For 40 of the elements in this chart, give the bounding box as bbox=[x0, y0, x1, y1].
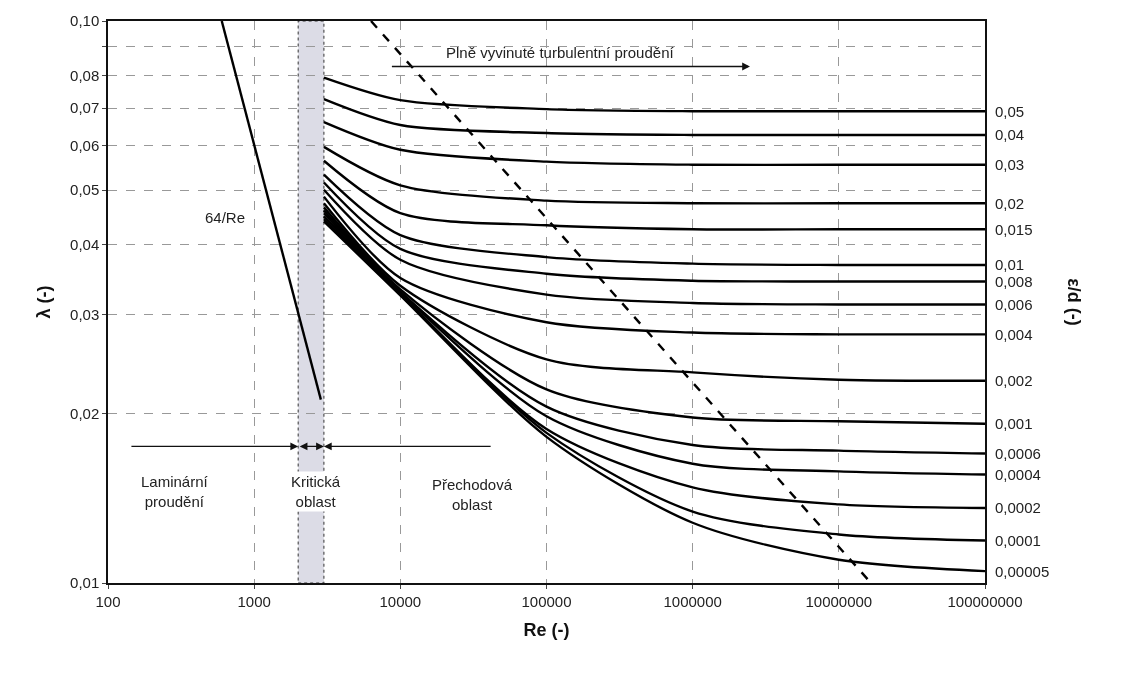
series-label: 0,001 bbox=[995, 415, 1033, 432]
x-axis-title: Re (-) bbox=[523, 620, 570, 641]
series-label: 0,008 bbox=[995, 273, 1033, 290]
x-tick-label: 1000 bbox=[237, 592, 271, 610]
x-tick-label: 100000 bbox=[521, 592, 572, 610]
annotation: Laminární proudění bbox=[141, 473, 209, 510]
series-label: 0,015 bbox=[995, 221, 1033, 238]
series-label: 0,00005 bbox=[995, 563, 1050, 580]
annotation: Kritická oblast bbox=[291, 473, 341, 510]
series-label: 0,002 bbox=[995, 372, 1033, 389]
series-label: 0,0001 bbox=[995, 532, 1041, 549]
series-label: 0,0006 bbox=[995, 445, 1041, 462]
y-tick-label: 0,06 bbox=[70, 136, 100, 154]
x-tick-label: 10000 bbox=[379, 592, 422, 610]
y2-axis-title: ε/d (-) bbox=[1063, 278, 1084, 326]
series-label: 0,0002 bbox=[995, 499, 1041, 516]
x-tick-label: 100 bbox=[95, 592, 121, 610]
x-tick-label: 1000000 bbox=[663, 592, 722, 610]
annotation: 64/Re bbox=[205, 209, 246, 226]
x-tick-label: 10000000 bbox=[805, 592, 873, 610]
series-label: 0,03 bbox=[995, 156, 1025, 173]
y-tick-label: 0,05 bbox=[70, 181, 100, 199]
series-label: 0,05 bbox=[995, 103, 1025, 120]
series-label: 0,04 bbox=[995, 126, 1025, 143]
annotation: Plně vyvinuté turbulentní proudění bbox=[446, 44, 675, 61]
y-tick-label: 0,07 bbox=[70, 99, 100, 117]
series-label: 0,02 bbox=[995, 195, 1025, 212]
y-tick-label: 0,04 bbox=[70, 235, 100, 253]
annotation: Přechodová oblast bbox=[432, 476, 513, 513]
y-tick-label: 0,01 bbox=[70, 574, 100, 592]
y-tick-label: 0,03 bbox=[70, 306, 100, 324]
y-tick-label: 0,08 bbox=[70, 66, 100, 84]
y-tick-label: 0,10 bbox=[70, 12, 100, 30]
series-label: 0,004 bbox=[995, 326, 1033, 343]
series-label: 0,01 bbox=[995, 256, 1025, 273]
y-tick-label: 0,02 bbox=[70, 405, 100, 423]
series-label: 0,006 bbox=[995, 296, 1033, 313]
x-tick-label: 100000000 bbox=[947, 592, 1023, 610]
y-axis-title: λ (-) bbox=[33, 285, 54, 319]
series-label: 0,0004 bbox=[995, 466, 1041, 483]
